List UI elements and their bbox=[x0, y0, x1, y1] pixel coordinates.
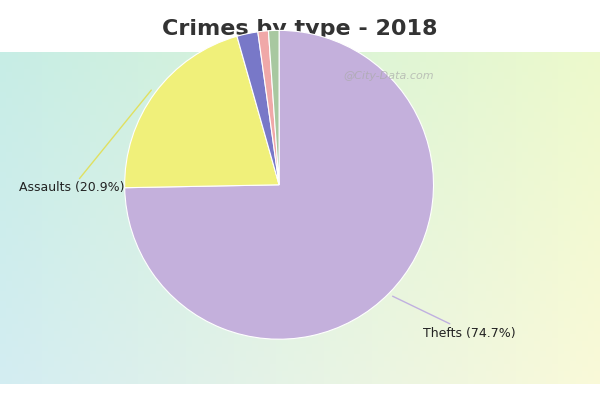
Text: @City-Data.com: @City-Data.com bbox=[343, 70, 434, 80]
Wedge shape bbox=[237, 32, 279, 185]
Wedge shape bbox=[268, 30, 279, 185]
Wedge shape bbox=[125, 36, 279, 188]
Text: Assaults (20.9%): Assaults (20.9%) bbox=[19, 90, 151, 194]
Wedge shape bbox=[258, 31, 279, 185]
Wedge shape bbox=[125, 30, 434, 339]
Text: Thefts (74.7%): Thefts (74.7%) bbox=[392, 296, 515, 340]
Text: Auto thefts (1.1%): Auto thefts (1.1%) bbox=[0, 399, 1, 400]
Text: Rapes (1.1%): Rapes (1.1%) bbox=[0, 399, 1, 400]
Text: Crimes by type - 2018: Crimes by type - 2018 bbox=[162, 18, 438, 39]
Text: Burglaries (2.2%): Burglaries (2.2%) bbox=[0, 399, 1, 400]
